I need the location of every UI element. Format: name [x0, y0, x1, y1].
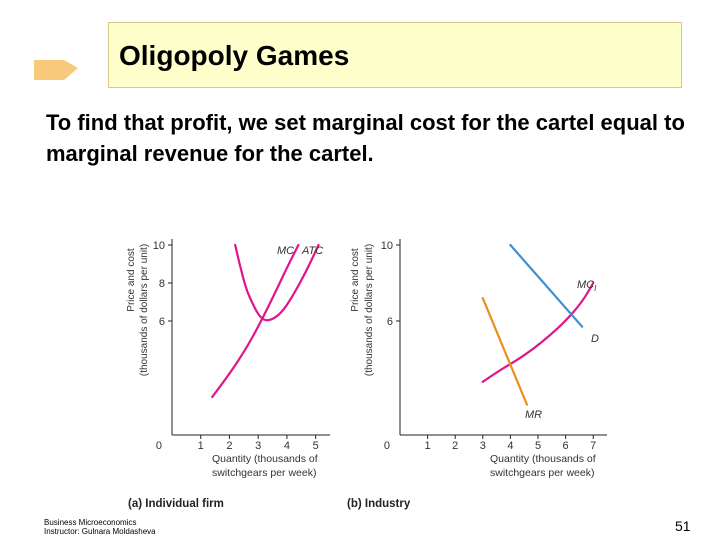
- industry-mr-label: MR: [525, 409, 542, 421]
- firm-xlabel-line1: Quantity (thousands of: [212, 453, 318, 465]
- page-number: 51: [675, 518, 691, 534]
- industry-d-label: D: [591, 333, 599, 345]
- industry-x-tick-label: 3: [480, 440, 486, 452]
- industry-xlabel-line1: Quantity (thousands of: [490, 453, 596, 465]
- firm-mc-curve: [211, 243, 300, 399]
- industry-x-tick-label: 2: [452, 440, 458, 452]
- industry-x-tick-label: 6: [563, 440, 569, 452]
- firm-xlabel-line2: switchgears per week): [212, 467, 316, 479]
- industry-ylabel-line1: Price and cost: [350, 248, 361, 312]
- footer-instructor: Instructor: Gulnara Moldasheva: [44, 527, 156, 536]
- arrow-bullet-icon: [34, 60, 78, 80]
- firm-x-tick-label: 5: [313, 440, 319, 452]
- slide-subtitle: To find that profit, we set marginal cos…: [46, 110, 685, 166]
- firm-caption: (a) Individual firm: [128, 498, 224, 510]
- firm-origin-label: 0: [156, 440, 162, 452]
- footer-course: Business Microeconomics: [44, 518, 137, 527]
- title-box: Oligopoly Games: [108, 22, 682, 88]
- slide-title: Oligopoly Games: [119, 40, 350, 71]
- firm-y-tick-label: 6: [159, 316, 165, 328]
- firm-y-tick-label: 10: [153, 240, 165, 252]
- firm-mc-label: MC: [277, 245, 294, 257]
- industry-mc-label: MCI: [577, 279, 597, 293]
- industry-mc-subscript: I: [594, 284, 597, 293]
- industry-x-tick-label: 7: [590, 440, 596, 452]
- industry-x-tick-label: 5: [535, 440, 541, 452]
- firm-x-tick-label: 3: [255, 440, 261, 452]
- industry-d-curve: [509, 243, 584, 328]
- industry-mc-curve: [481, 281, 595, 383]
- firm-x-tick-label: 1: [198, 440, 204, 452]
- industry-caption: (b) Industry: [347, 498, 411, 510]
- industry-ylabel-line2: (thousands of dollars per unit): [364, 244, 375, 376]
- industry-y-tick-label: 10: [381, 240, 393, 252]
- industry-mr-curve: [481, 297, 529, 406]
- footer-note: Business Microeconomics Instructor: Guln…: [44, 518, 156, 536]
- firm-x-tick-label: 2: [226, 440, 232, 452]
- industry-xlabel-line2: switchgears per week): [490, 467, 594, 479]
- industry-x-tick-label: 1: [425, 440, 431, 452]
- arrow-bullet-shape: [34, 60, 78, 80]
- industry-x-tick-label: 4: [507, 440, 513, 452]
- firm-ylabel-line2: (thousands of dollars per unit): [139, 244, 150, 376]
- firm-atc-curve: [234, 243, 320, 322]
- industry-origin-label: 0: [384, 440, 390, 452]
- firm-ylabel-line1: Price and cost: [126, 248, 137, 312]
- industry-y-tick-label: 6: [387, 316, 393, 328]
- firm-atc-label: ATC: [301, 245, 323, 257]
- firm-x-tick-label: 4: [284, 440, 290, 452]
- firm-y-tick-label: 8: [159, 278, 165, 290]
